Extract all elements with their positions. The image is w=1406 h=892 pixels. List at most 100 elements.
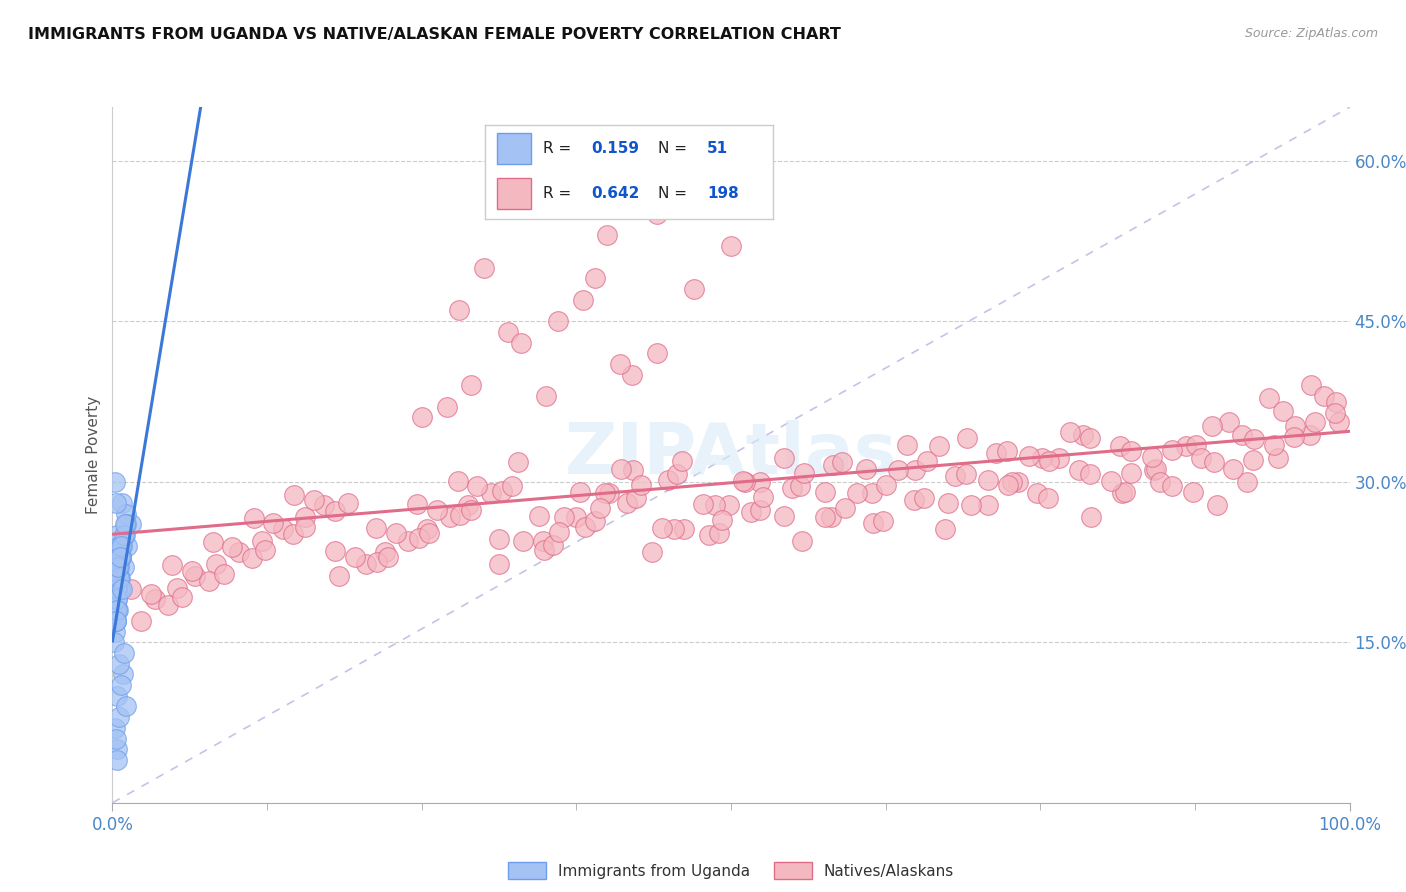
Point [250, 533, 273, 548]
Point [1160, 442, 1182, 457]
Point [281, 527, 304, 541]
Point [460, 378, 482, 392]
Point [110, 678, 132, 692]
Point [1160, 479, 1182, 493]
Point [253, 543, 276, 558]
Point [184, 569, 207, 583]
Point [704, 498, 727, 512]
Point [1230, 427, 1253, 442]
Point [105, 603, 128, 617]
Point [569, 485, 592, 500]
Point [129, 614, 152, 628]
Point [904, 463, 927, 477]
Point [1181, 485, 1204, 500]
Point [108, 571, 131, 585]
Point [1111, 486, 1133, 500]
Point [793, 466, 815, 480]
Point [221, 540, 243, 554]
Point [112, 528, 135, 542]
Point [160, 558, 183, 573]
Point [752, 490, 775, 504]
Point [872, 514, 894, 528]
Point [707, 526, 730, 541]
Point [426, 502, 449, 516]
Point [960, 498, 983, 512]
Text: ZIPAtlas: ZIPAtlas [565, 420, 897, 490]
Point [111, 667, 134, 681]
Point [1185, 438, 1208, 452]
Point [491, 484, 513, 499]
Point [896, 438, 918, 452]
Point [596, 228, 619, 243]
Text: R =: R = [543, 141, 576, 156]
Point [1218, 415, 1240, 429]
Point [1099, 474, 1122, 488]
Point [139, 587, 162, 601]
Point [212, 566, 235, 581]
Point [294, 510, 316, 524]
Point [439, 510, 461, 524]
Point [1175, 439, 1198, 453]
Point [107, 710, 129, 724]
Point [1241, 453, 1264, 467]
Point [574, 519, 596, 533]
Point [733, 474, 755, 488]
Point [977, 473, 1000, 487]
Point [1047, 451, 1070, 466]
Point [114, 528, 136, 542]
Point [664, 522, 686, 536]
Point [1078, 467, 1101, 482]
Point [1140, 450, 1163, 464]
Point [789, 479, 811, 493]
Point [740, 505, 762, 519]
Point [108, 571, 131, 585]
Point [984, 446, 1007, 460]
FancyBboxPatch shape [496, 178, 531, 210]
Point [105, 742, 128, 756]
Point [108, 582, 131, 596]
Text: N =: N = [658, 186, 692, 201]
Point [242, 511, 264, 525]
Point [1067, 463, 1090, 477]
Point [1001, 475, 1024, 489]
Point [111, 539, 134, 553]
Point [512, 533, 534, 548]
Point [671, 454, 693, 468]
Point [780, 481, 803, 495]
FancyBboxPatch shape [496, 133, 531, 164]
Point [1201, 419, 1223, 434]
Point [593, 486, 616, 500]
Point [449, 508, 471, 522]
Point [697, 528, 720, 542]
Point [928, 439, 950, 453]
Point [1313, 389, 1336, 403]
Point [343, 549, 366, 564]
Point [956, 431, 979, 445]
Point [912, 491, 935, 505]
Point [1149, 475, 1171, 489]
Point [105, 603, 128, 617]
Point [108, 657, 131, 671]
Point [377, 549, 399, 564]
Point [734, 475, 756, 489]
Point [110, 549, 132, 564]
Point [651, 521, 673, 535]
Point [120, 582, 142, 596]
Point [143, 592, 166, 607]
Point [472, 260, 495, 275]
Point [508, 455, 530, 469]
Point [302, 492, 325, 507]
Text: N =: N = [658, 141, 692, 156]
Point [336, 496, 359, 510]
Point [711, 513, 734, 527]
Point [104, 721, 127, 735]
Point [180, 564, 202, 578]
Point [943, 469, 966, 483]
Point [773, 508, 796, 523]
Point [107, 555, 129, 569]
Point [105, 614, 128, 628]
Point [1271, 404, 1294, 418]
Point [790, 533, 813, 548]
Point [1323, 406, 1346, 420]
Point [115, 517, 138, 532]
